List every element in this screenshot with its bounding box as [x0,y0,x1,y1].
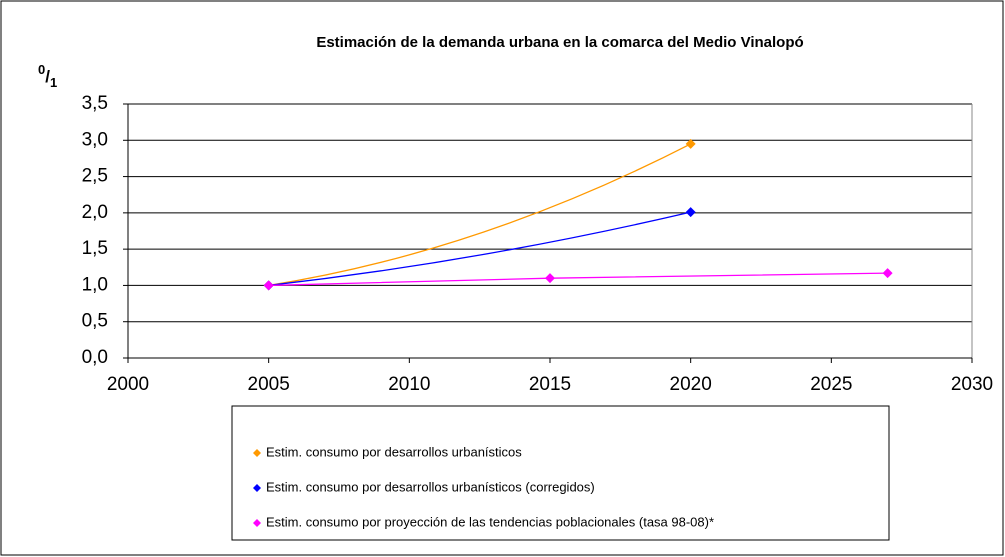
data-point [263,280,274,291]
y-label-sub: 1 [50,75,57,90]
data-point [685,207,696,218]
legend-marker [253,519,261,527]
x-tick-label: 2010 [388,374,430,395]
x-tick-label: 2005 [248,374,290,395]
x-tick-label: 2020 [670,374,712,395]
y-tick-label: 3,5 [82,93,108,114]
y-label-slash: / [45,67,50,86]
y-tick-label: 2,0 [82,202,108,223]
x-tick-label: 2000 [107,374,149,395]
series-line [268,143,691,287]
data-point [545,273,555,284]
x-tick-label: 2015 [529,374,571,395]
y-tick-label: 0,0 [82,347,108,368]
legend-label: Estim. consumo por desarrollos urbanísti… [266,444,522,459]
data-point [685,138,696,149]
data-point [882,268,893,279]
y-tick-label: 0,5 [82,311,108,332]
series-line [268,211,691,287]
y-label-sup: 0 [38,62,45,77]
x-tick-label: 2030 [951,374,993,395]
y-axis-label: 0/1 [38,62,57,90]
y-tick-label: 3,0 [82,129,108,150]
legend-marker [253,484,261,492]
y-tick-label: 2,5 [82,166,108,187]
y-tick-label: 1,0 [82,274,108,295]
legend-label: Estim. consumo por proyección de las ten… [266,514,714,529]
x-tick-label: 2025 [810,374,852,395]
legend-marker [253,449,261,457]
y-tick-label: 1,5 [82,238,108,259]
legend-label: Estim. consumo por desarrollos urbanísti… [266,479,595,494]
chart-title: Estimación de la demanda urbana en la co… [316,34,803,51]
legend-box [231,405,890,541]
